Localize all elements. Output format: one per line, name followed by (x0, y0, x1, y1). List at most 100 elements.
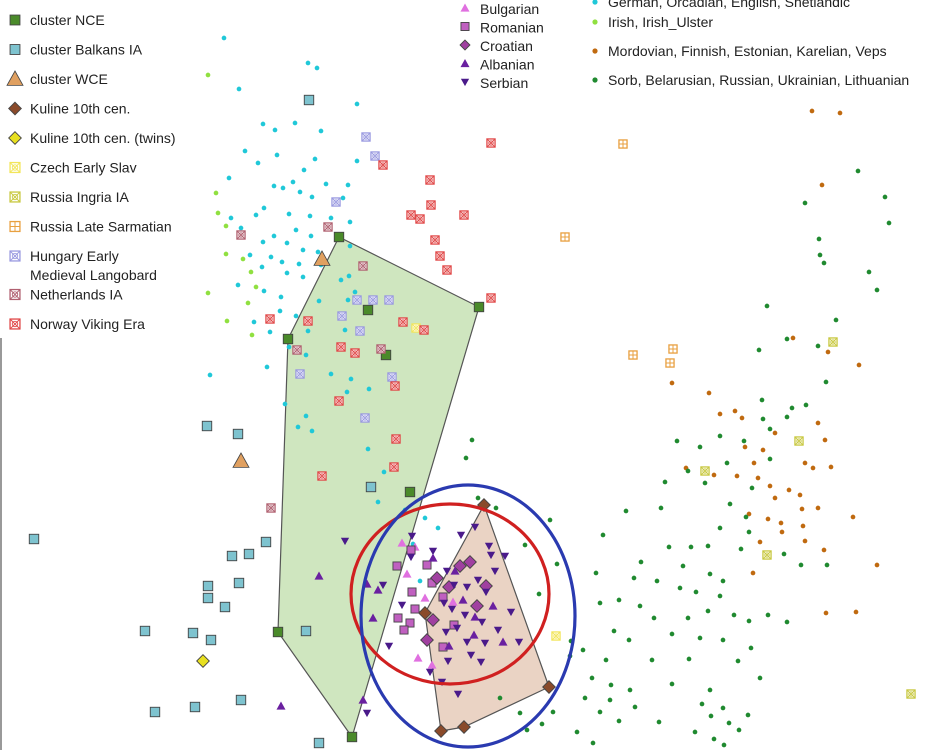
serbian-point-28 (514, 638, 524, 647)
sorb-belarusian-russian-ukrainian-lithuanian-point-110 (547, 517, 553, 523)
serbian-point-16 (477, 618, 487, 627)
legend-marker-german-orcadian-english-shetlandic (592, 0, 598, 5)
legend-marker-czech-early-slav (9, 161, 21, 174)
serbian-point-26 (476, 658, 486, 667)
german-orcadian-english-shetlandic-point-5 (292, 120, 298, 126)
cluster-nce-point-7 (346, 731, 358, 743)
norway-viking-era-point-17 (334, 396, 344, 406)
sorb-belarusian-russian-ukrainian-lithuanian-point-56 (597, 600, 603, 606)
serbian-point-14 (447, 605, 457, 614)
german-orcadian-english-shetlandic-point-75 (381, 469, 387, 475)
legend-marker-bulgarian (460, 3, 470, 12)
mordovian-finnish-estonian-karelian-veps-point-3 (790, 335, 796, 341)
sorb-belarusian-russian-ukrainian-lithuanian-point-2 (882, 194, 888, 200)
netherlands-ia-point-0 (236, 230, 246, 240)
sorb-belarusian-russian-ukrainian-lithuanian-point-3 (886, 220, 892, 226)
sorb-belarusian-russian-ukrainian-lithuanian-point-31 (727, 501, 733, 507)
sorb-belarusian-russian-ukrainian-lithuanian-point-105 (524, 727, 530, 733)
german-orcadian-english-shetlandic-point-42 (279, 259, 285, 265)
mordovian-finnish-estonian-karelian-veps-point-32 (778, 520, 784, 526)
mordovian-finnish-estonian-karelian-veps-point-18 (810, 465, 816, 471)
albanian-point-8 (444, 641, 454, 650)
legend-item-sorb-belarusian-russian-ukrainian-lithuanian: Sorb, Belarusian, Russian, Ukrainian, Li… (592, 72, 909, 88)
sorb-belarusian-russian-ukrainian-lithuanian-point-87 (720, 705, 726, 711)
highlight-ellipses (349, 483, 577, 749)
series-albanian (276, 553, 508, 710)
hungary-early-medieval-langobard-point-5 (384, 295, 394, 305)
sorb-belarusian-russian-ukrainian-lithuanian-point-24 (697, 444, 703, 450)
series-cluster-balkans-ia (28, 94, 377, 749)
sorb-belarusian-russian-ukrainian-lithuanian-point-62 (685, 615, 691, 621)
sorb-belarusian-russian-ukrainian-lithuanian-point-59 (731, 612, 737, 618)
german-orcadian-english-shetlandic-point-27 (286, 211, 292, 217)
sorb-belarusian-russian-ukrainian-lithuanian-point-107 (463, 455, 469, 461)
russia-ingria-ia-point-3 (906, 689, 916, 699)
czech-early-slav-point-1 (411, 323, 421, 333)
russia-ingria-ia-point-2 (762, 550, 772, 560)
blue-ellipse (359, 483, 577, 749)
german-orcadian-english-shetlandic-point-74 (365, 446, 371, 452)
german-orcadian-english-shetlandic-point-79 (435, 525, 441, 531)
german-orcadian-english-shetlandic-point-73 (295, 424, 301, 430)
hungary-early-medieval-langobard-point-9 (387, 372, 397, 382)
mordovian-finnish-estonian-karelian-veps-point-30 (746, 511, 752, 517)
german-orcadian-english-shetlandic-point-56 (277, 308, 283, 314)
german-orcadian-english-shetlandic-point-13 (255, 160, 261, 166)
romanian-point-1 (422, 560, 432, 570)
german-orcadian-english-shetlandic-point-65 (207, 372, 213, 378)
cluster-wce-point-1 (232, 452, 250, 468)
sorb-belarusian-russian-ukrainian-lithuanian-point-80 (669, 681, 675, 687)
serbian-point-21 (466, 651, 476, 660)
legend-marker-hungary-early (9, 250, 21, 262)
german-orcadian-english-shetlandic-point-12 (354, 158, 360, 164)
russia-ingria-ia-point-0 (828, 337, 838, 347)
cluster-balkans-ia-point-17 (189, 701, 201, 713)
serbian-point-19 (462, 638, 472, 647)
russia-late-sarmatian-point-4 (665, 358, 675, 368)
serbian-point-12 (473, 576, 483, 585)
kuline-10th-cen-point-3 (434, 724, 448, 738)
series-cluster-wce (232, 250, 331, 468)
cluster-balkans-ia-point-3 (365, 481, 377, 493)
legend-marker-serbian (460, 78, 470, 87)
cluster-nce-point-6 (272, 626, 284, 638)
german-orcadian-english-shetlandic-point-15 (226, 175, 232, 181)
cluster-balkans-ia-point-15 (28, 533, 40, 545)
mordovian-finnish-estonian-karelian-veps-point-22 (734, 473, 740, 479)
sorb-belarusian-russian-ukrainian-lithuanian-point-36 (600, 532, 606, 538)
sorb-belarusian-russian-ukrainian-lithuanian-point-95 (736, 727, 742, 733)
german-orcadian-english-shetlandic-point-67 (348, 376, 354, 382)
mordovian-finnish-estonian-karelian-veps-point-4 (825, 349, 831, 355)
mordovian-finnish-estonian-karelian-veps-point-6 (669, 380, 675, 386)
cluster-balkans-ia-point-18 (235, 694, 247, 706)
romanian-point-0 (406, 545, 416, 555)
norway-viking-era-point-2 (425, 175, 435, 185)
german-orcadian-english-shetlandic-point-62 (286, 344, 292, 350)
legend-item-kuline-10th-cen: Kuline 10th cen. (8, 101, 130, 117)
sorb-belarusian-russian-ukrainian-lithuanian-point-55 (616, 597, 622, 603)
kuline-10th-cen-hull (424, 503, 550, 732)
legend-label-russia-late-sarmatian: Russia Late Sarmatian (30, 219, 172, 235)
german-orcadian-english-shetlandic-point-78 (422, 515, 428, 521)
german-orcadian-english-shetlandic-point-18 (345, 182, 351, 188)
serbian-point-7 (442, 567, 452, 576)
cluster-balkans-ia-point-10 (219, 601, 231, 613)
norway-viking-era-point-3 (426, 200, 436, 210)
hungary-early-medieval-langobard-point-3 (352, 295, 362, 305)
legend-label-mordovian-finnish-estonian-karelian-veps: Mordovian, Finnish, Estonian, Karelian, … (608, 43, 887, 59)
legend-item-cluster-balkans-ia: cluster Balkans IA (9, 42, 143, 58)
sorb-belarusian-russian-ukrainian-lithuanian-point-35 (717, 525, 723, 531)
german-orcadian-english-shetlandic-point-10 (274, 152, 280, 158)
sorb-belarusian-russian-ukrainian-lithuanian-point-81 (707, 687, 713, 693)
sorb-belarusian-russian-ukrainian-lithuanian-point-111 (522, 542, 528, 548)
kuline-10th-cen-point-1 (418, 606, 432, 620)
sorb-belarusian-russian-ukrainian-lithuanian-point-112 (554, 561, 560, 567)
irish-irish-ulster-point-8 (205, 290, 211, 296)
series-russia-ingria-ia (700, 337, 916, 699)
sorb-belarusian-russian-ukrainian-lithuanian-point-94 (721, 742, 727, 748)
cluster-nce-point-4 (380, 349, 392, 361)
russia-late-sarmatian-point-1 (560, 232, 570, 242)
german-orcadian-english-shetlandic-point-31 (238, 225, 244, 231)
norway-viking-era-point-15 (303, 316, 313, 326)
sorb-belarusian-russian-ukrainian-lithuanian-point-86 (699, 701, 705, 707)
